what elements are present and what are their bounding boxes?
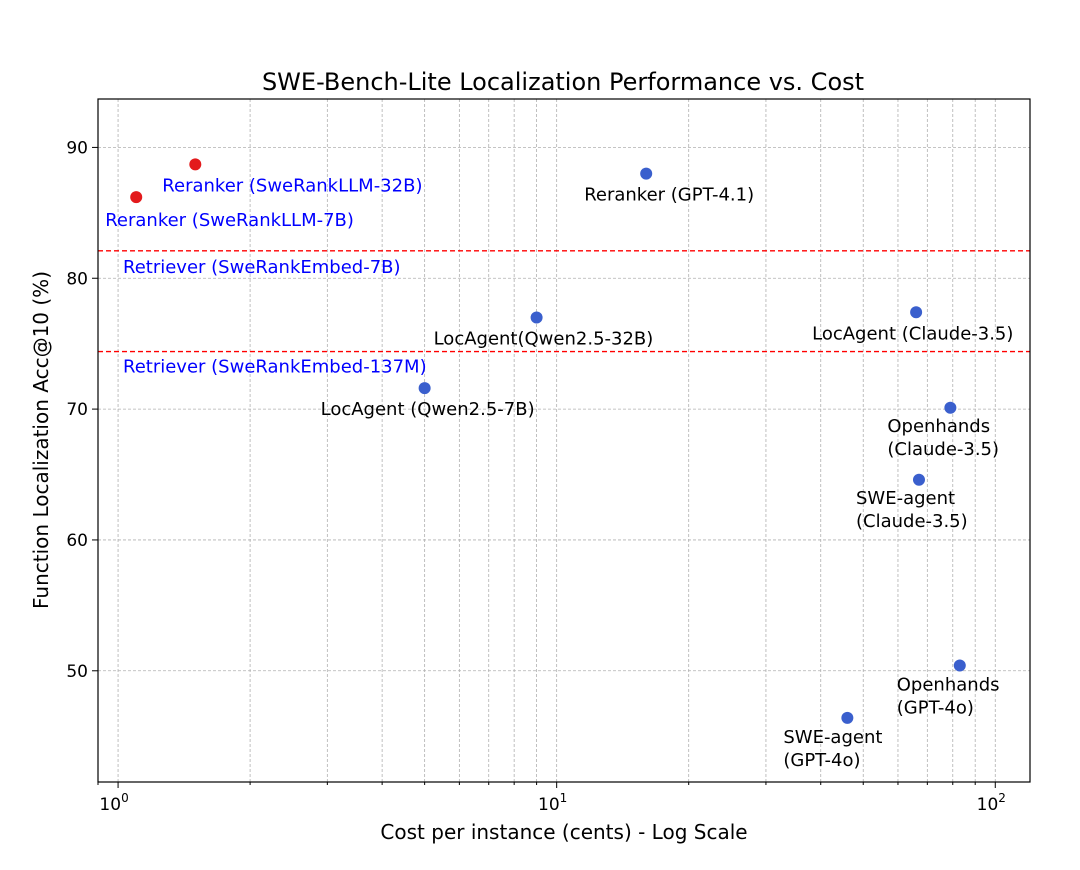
data-point-label: Reranker (SweRankLLM-32B) [162, 175, 422, 196]
data-point-label: LocAgent (Claude-3.5) [812, 323, 1013, 344]
reference-line-label: Retriever (SweRankEmbed-137M) [123, 357, 427, 378]
data-point-label: Reranker (GPT-4.1) [584, 185, 754, 206]
y-tick-label: 70 [66, 400, 88, 420]
y-tick-label: 50 [66, 662, 88, 682]
reference-line-label: Retriever (SweRankEmbed-7B) [123, 257, 401, 278]
data-points [130, 158, 966, 724]
data-point [944, 401, 957, 414]
y-tick-label: 80 [66, 269, 88, 289]
data-point [953, 659, 966, 672]
data-point [841, 711, 854, 724]
data-point [189, 158, 202, 171]
data-point [130, 191, 143, 204]
x-tick-label: 100 [99, 791, 128, 815]
x-tick-label: 101 [538, 791, 567, 815]
grid [97, 99, 1030, 782]
data-point [640, 167, 653, 180]
reference-lines: Retriever (SweRankEmbed-7B) Retriever (Sw… [98, 250, 1030, 378]
data-point [418, 382, 431, 395]
data-point [530, 311, 543, 324]
data-point-label: LocAgent(Qwen2.5-32B) [434, 329, 654, 350]
data-point-label: Openhands (GPT-4o) [897, 675, 1000, 719]
data-point-label: SWE-agent (GPT-4o) [783, 727, 882, 771]
axis-ticks: 50 60 70 80 90 100 101 102 [66, 138, 1006, 815]
y-axis-label: Function Localization Acc@10 (%) [29, 271, 53, 609]
y-tick-label: 60 [66, 531, 88, 551]
x-tick-label: 102 [977, 791, 1006, 815]
data-point-label: Openhands (Claude-3.5) [887, 416, 999, 460]
data-point [910, 306, 923, 319]
data-point-label: LocAgent (Qwen2.5-7B) [321, 399, 535, 420]
point-labels: Reranker (SweRankLLM-32B) Reranker (SweRa… [105, 175, 1013, 770]
x-axis-label: Cost per instance (cents) - Log Scale [380, 820, 747, 844]
plot-area-frame [97, 98, 1031, 783]
chart-title: SWE-Bench-Lite Localization Performance … [262, 68, 864, 96]
data-point-label: SWE-agent (Claude-3.5) [856, 488, 968, 532]
y-tick-label: 90 [66, 138, 88, 158]
data-point-label: Reranker (SweRankLLM-7B) [105, 210, 354, 231]
data-point [912, 473, 925, 486]
